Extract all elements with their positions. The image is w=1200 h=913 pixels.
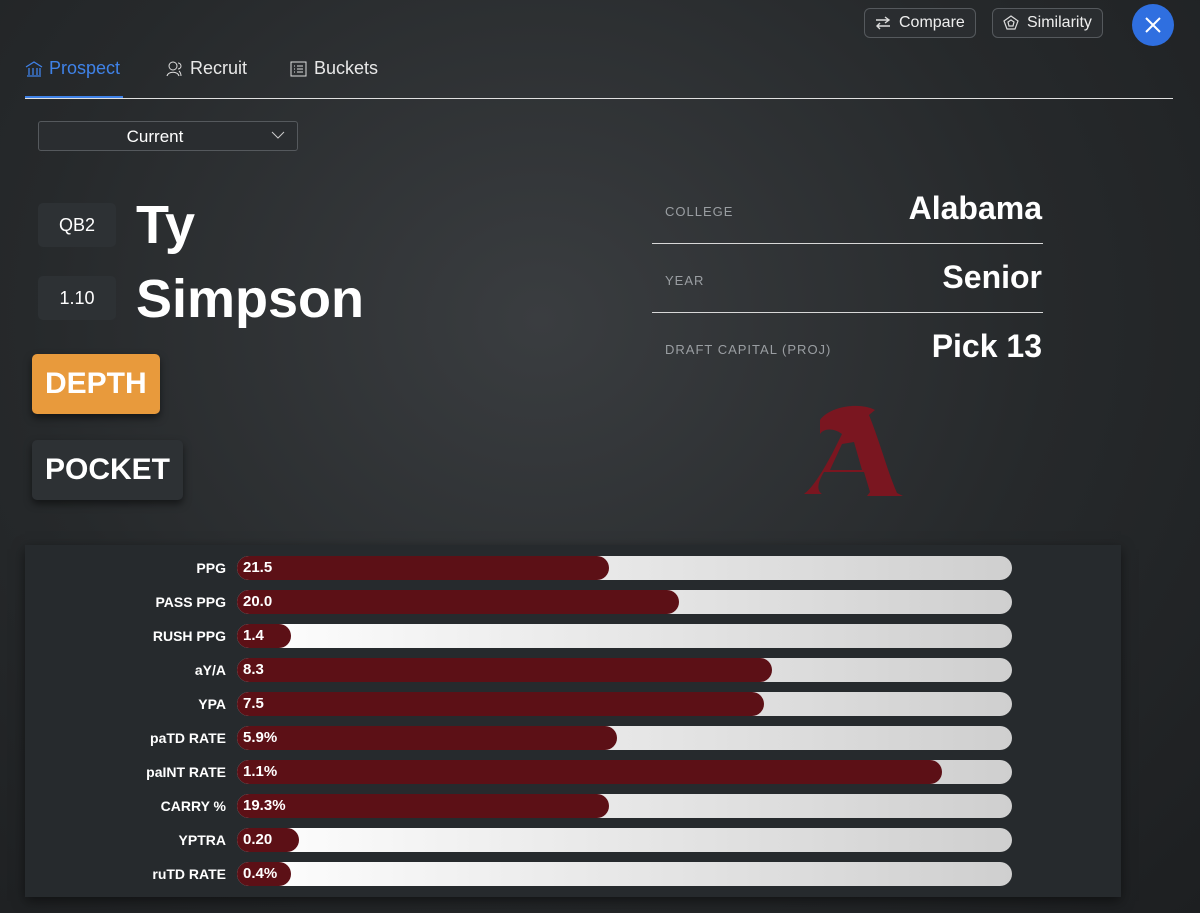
team-logo <box>804 405 903 496</box>
tab[interactable]: Prospect <box>25 58 120 79</box>
tab-label: Recruit <box>190 58 248 78</box>
close-button[interactable] <box>1132 4 1174 46</box>
stat-label: paTD RATE <box>150 730 226 746</box>
tab-icon <box>25 60 43 77</box>
tag: DEPTH <box>32 354 160 414</box>
stat-label: PASS PPG <box>155 594 226 610</box>
bar <box>237 828 299 852</box>
tab-divider <box>25 98 1173 99</box>
stat-label: CARRY % <box>160 798 226 814</box>
dropdown-value: Current <box>126 127 184 146</box>
first-name: Ty <box>136 195 196 255</box>
last-name: Simpson <box>136 269 365 329</box>
stat-value: 19.3% <box>243 797 286 814</box>
stat-label: YPTRA <box>178 832 226 848</box>
stat-label: PPG <box>196 560 226 576</box>
bar-track <box>237 828 1012 852</box>
info-separator <box>652 243 1043 244</box>
info-label: YEAR <box>665 273 705 288</box>
tab[interactable]: Buckets <box>290 58 378 79</box>
stat-label: ruTD RATE <box>152 866 226 882</box>
chevron <box>271 131 285 139</box>
rank-badge: 1.10 <box>38 276 116 320</box>
stat-label: aY/A <box>194 662 226 678</box>
compare-button[interactable]: Compare <box>864 8 976 38</box>
similarity-icon <box>1003 15 1019 30</box>
position-badge: QB2 <box>38 203 116 247</box>
stat-label: paINT RATE <box>146 764 226 780</box>
stat-value: 5.9% <box>243 729 278 746</box>
bar <box>237 692 764 716</box>
tab-label: Prospect <box>49 58 121 78</box>
stat-value: 1.4 <box>243 627 264 644</box>
tab-icon <box>166 61 182 76</box>
active-underline <box>25 96 123 99</box>
stat-label: RUSH PPG <box>152 628 226 644</box>
tab-icon <box>290 61 307 76</box>
info-value: Senior <box>942 259 1042 295</box>
info-label: COLLEGE <box>665 204 734 219</box>
stat-value: 0.20 <box>243 831 273 848</box>
dropdown[interactable]: Current <box>38 121 298 151</box>
bar <box>237 556 609 580</box>
info-value: Alabama <box>908 190 1042 226</box>
close-icon <box>1145 17 1161 33</box>
tag: POCKET <box>32 440 184 500</box>
info-separator <box>652 312 1043 313</box>
compare-icon <box>876 16 891 30</box>
stat-value: 0.4% <box>243 865 278 882</box>
bar <box>237 590 679 614</box>
stat-value: 20.0 <box>243 593 273 610</box>
tab-label: Buckets <box>314 58 379 78</box>
stat-value: 21.5 <box>243 559 273 576</box>
stat-label: YPA <box>198 696 226 712</box>
bar <box>237 760 943 784</box>
info-label: DRAFT CAPITAL (PROJ) <box>665 342 832 357</box>
stat-value: 8.3 <box>243 661 264 678</box>
similarity-label: Similarity <box>1027 14 1092 31</box>
bar-track <box>237 624 1012 648</box>
similarity-button[interactable]: Similarity <box>992 8 1103 38</box>
bar <box>237 658 772 682</box>
bar <box>237 624 292 648</box>
tab[interactable]: Recruit <box>166 58 247 79</box>
bar-track <box>237 862 1012 886</box>
stat-value: 7.5 <box>243 695 264 712</box>
bar <box>237 862 292 886</box>
compare-label: Compare <box>899 14 965 31</box>
info-value: Pick 13 <box>931 328 1042 364</box>
bar <box>237 794 609 818</box>
bar <box>237 726 617 750</box>
stat-value: 1.1% <box>243 763 278 780</box>
